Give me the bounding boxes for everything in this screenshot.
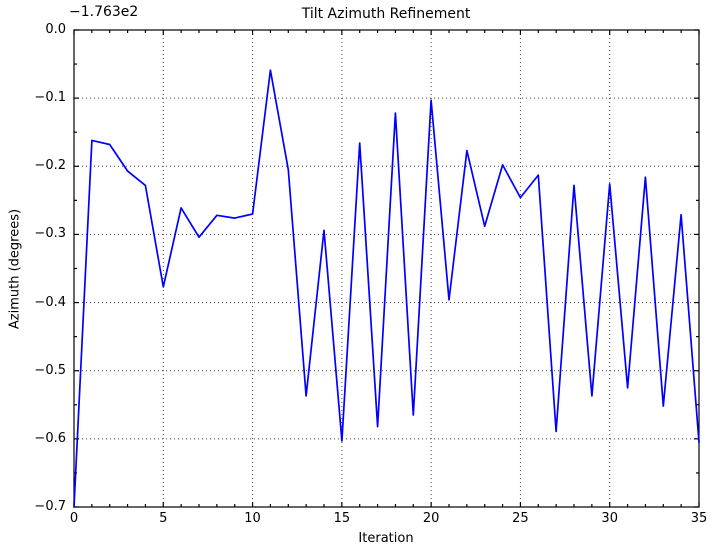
data-line-azimuth — [73, 69, 700, 508]
x-tick-label: 10 — [244, 511, 261, 526]
x-tick-label: 5 — [159, 511, 168, 526]
x-tick-label: 0 — [69, 511, 79, 526]
y-tick-label: −0.1 — [34, 90, 66, 106]
x-tick-label: 15 — [333, 511, 351, 526]
y-tick-label: −0.6 — [34, 430, 66, 446]
y-tick-label: −0.4 — [34, 294, 66, 310]
x-tick-label: 25 — [512, 511, 529, 526]
y-tick-label: −0.3 — [34, 226, 66, 242]
y-tick-label: −0.2 — [34, 158, 66, 174]
y-axis-offset-label: −1.763e2 — [69, 4, 139, 20]
chart-title: Tilt Azimuth Refinement — [301, 6, 471, 22]
y-tick-label: 0.0 — [45, 22, 66, 37]
x-tick-label: 30 — [601, 511, 618, 526]
x-axis-label: Iteration — [358, 531, 414, 546]
x-tick-label: 20 — [422, 511, 440, 526]
y-tick-label: −0.7 — [34, 499, 66, 514]
x-tick-label: 35 — [690, 511, 708, 526]
y-tick-label: −0.5 — [34, 362, 66, 378]
